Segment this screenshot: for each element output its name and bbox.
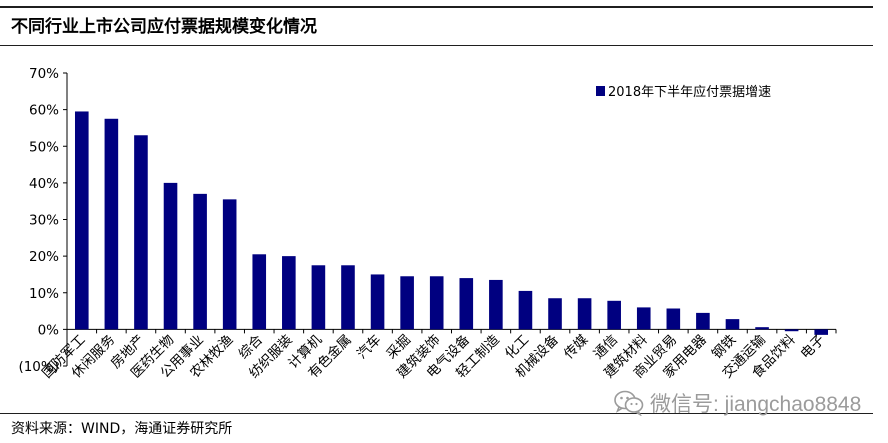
legend-swatch <box>596 86 605 96</box>
wechat-logo-icon <box>614 390 644 416</box>
legend-label: 2018年下半年应付票据增速 <box>608 84 771 100</box>
bar-series <box>74 111 829 335</box>
x-tick-label: 传媒 <box>561 332 592 363</box>
bar <box>666 308 681 330</box>
bar <box>696 312 710 330</box>
y-tick-label: 70% <box>29 66 59 82</box>
bar <box>577 298 592 330</box>
bar <box>341 265 355 330</box>
bottom-rule <box>0 413 873 414</box>
bar <box>784 329 799 332</box>
y-tick-label: 40% <box>29 176 59 192</box>
x-tick-label: 电子 <box>798 332 828 362</box>
bar <box>607 300 621 330</box>
y-tick-label: 10% <box>29 286 59 302</box>
bar <box>282 256 296 330</box>
bar <box>163 182 178 330</box>
source-note: 资料来源：WIND，海通证券研究所 <box>11 421 233 437</box>
bar <box>104 118 119 330</box>
bar <box>222 199 237 330</box>
bar <box>814 329 829 335</box>
bar <box>489 279 503 330</box>
chart-title: 不同行业上市公司应付票据规模变化情况 <box>11 17 317 37</box>
y-tick-label: 30% <box>29 213 59 229</box>
bar <box>755 327 769 330</box>
y-tick-label: 20% <box>29 249 59 265</box>
chart-axes <box>63 72 837 367</box>
x-tick-label: 汽车 <box>353 331 384 362</box>
bar <box>429 276 444 330</box>
bar <box>518 290 533 330</box>
bar <box>370 274 385 330</box>
top-rule <box>0 6 873 8</box>
bar <box>548 298 562 330</box>
title-rule <box>0 45 873 46</box>
bar <box>400 276 414 330</box>
y-tick-labels: 70% 60% 50% 40% 30% 20% 10% 0% (10%) <box>18 66 59 375</box>
y-tick-label: 0% <box>38 322 60 338</box>
bar <box>636 307 651 330</box>
y-tick-label: 60% <box>29 103 59 119</box>
bar-chart: 70% 60% 50% 40% 30% 20% 10% 0% (10%) 国防军工休闲服务房地产… <box>18 66 837 382</box>
bar <box>193 193 207 330</box>
chart-legend: 2018年下半年应付票据增速 <box>596 84 771 100</box>
bar <box>725 319 740 330</box>
bar <box>134 135 148 330</box>
y-tick-label: (10%) <box>18 359 59 375</box>
bar <box>74 111 89 330</box>
bar <box>311 265 326 330</box>
watermark-text: 微信号: jiangchao8848 <box>650 393 862 416</box>
y-tick-label: 50% <box>29 139 59 155</box>
bar <box>459 278 474 330</box>
watermark: 微信号: jiangchao8848 <box>614 388 861 418</box>
bar <box>252 254 267 330</box>
